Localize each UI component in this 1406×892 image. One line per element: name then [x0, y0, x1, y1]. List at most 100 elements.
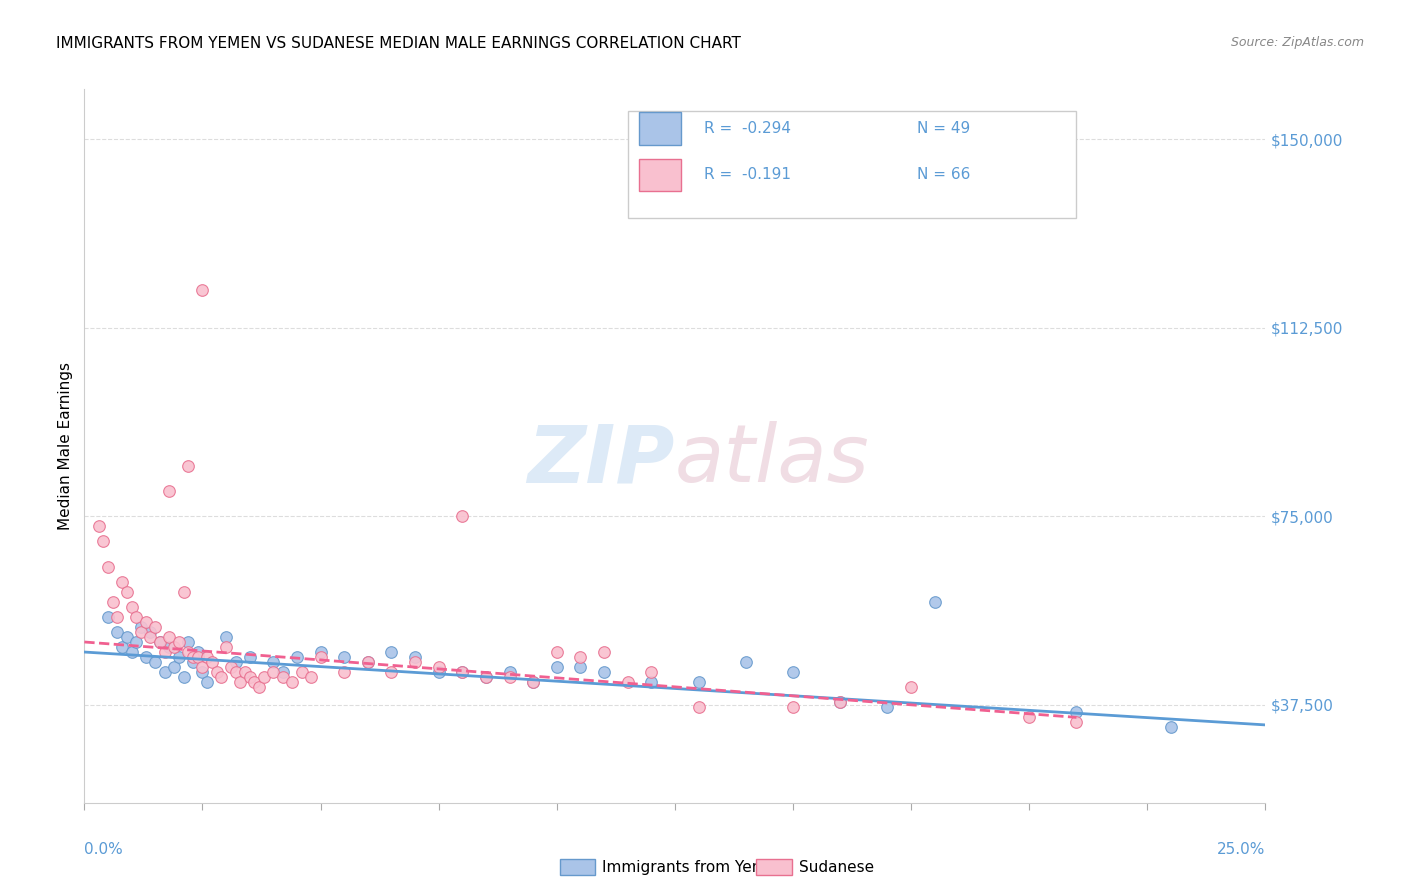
Bar [640, 112, 681, 145]
Point [830, 695, 852, 709]
Point [830, 695, 852, 709]
Point [209, 670, 232, 684]
Point [163, 640, 186, 654]
Point [173, 670, 195, 684]
Point [357, 655, 380, 669]
Point [380, 665, 402, 680]
Point [181, 655, 204, 669]
Point [101, 595, 124, 609]
Point [546, 660, 568, 674]
Point [333, 665, 356, 680]
Point [900, 680, 922, 694]
Point [239, 670, 262, 684]
Point [129, 620, 152, 634]
Point [107, 624, 129, 639]
Point [498, 665, 520, 680]
Point [247, 680, 270, 694]
Point [451, 665, 474, 680]
Point [187, 650, 209, 665]
Point [143, 655, 166, 669]
Point [153, 645, 176, 659]
Point [135, 615, 157, 629]
Point [640, 675, 662, 690]
Point [115, 584, 138, 599]
Point [427, 665, 450, 680]
Point [139, 630, 162, 644]
Text: R =  -0.191: R = -0.191 [704, 168, 792, 182]
Point [522, 675, 544, 690]
Point [262, 655, 284, 669]
Point [475, 670, 498, 684]
Point [177, 635, 200, 649]
Point [107, 610, 129, 624]
Text: atlas: atlas [675, 421, 870, 500]
Point [111, 574, 134, 589]
Point [201, 655, 224, 669]
Point [225, 655, 247, 669]
Point [157, 484, 180, 499]
Point [205, 665, 228, 680]
Point [404, 655, 426, 669]
Point [233, 665, 256, 680]
Point [135, 650, 157, 665]
Point [181, 650, 204, 665]
Point [149, 635, 172, 649]
Point [1018, 710, 1040, 724]
Point [97, 610, 120, 624]
Point [281, 675, 304, 690]
Text: 25.0%: 25.0% [1218, 842, 1265, 856]
Point [451, 509, 474, 524]
Point [569, 660, 592, 674]
Point [309, 645, 332, 659]
Point [139, 624, 162, 639]
Point [688, 675, 710, 690]
Point [253, 670, 276, 684]
Point [451, 665, 474, 680]
Point [1066, 706, 1088, 720]
Point [229, 675, 252, 690]
Point [91, 534, 114, 549]
Point [167, 650, 190, 665]
Point [380, 645, 402, 659]
Point [616, 675, 638, 690]
Point [239, 650, 262, 665]
Point [357, 655, 380, 669]
Point [173, 584, 195, 599]
Text: N = 49: N = 49 [917, 121, 970, 136]
Point [177, 459, 200, 474]
Point [243, 675, 266, 690]
Point [1160, 720, 1182, 734]
Point [782, 700, 804, 714]
Point [782, 665, 804, 680]
Point [111, 640, 134, 654]
Point [291, 665, 314, 680]
Text: N = 66: N = 66 [917, 168, 970, 182]
Point [167, 635, 190, 649]
Point [640, 665, 662, 680]
Point [149, 635, 172, 649]
Point [177, 645, 200, 659]
Point [498, 670, 520, 684]
Point [522, 675, 544, 690]
Point [734, 655, 756, 669]
Point [404, 650, 426, 665]
Point [475, 670, 498, 684]
Point [1066, 715, 1088, 730]
Text: ZIP: ZIP [527, 421, 675, 500]
Point [187, 645, 209, 659]
Point [115, 630, 138, 644]
Point [163, 660, 186, 674]
Text: Source: ZipAtlas.com: Source: ZipAtlas.com [1230, 36, 1364, 49]
Point [285, 650, 308, 665]
Point [125, 610, 148, 624]
Point [225, 665, 247, 680]
Point [271, 665, 294, 680]
Point [195, 675, 218, 690]
Point [219, 660, 242, 674]
Y-axis label: Median Male Earnings: Median Male Earnings [58, 362, 73, 530]
Point [215, 630, 238, 644]
Point [143, 620, 166, 634]
Point [191, 283, 214, 297]
Point [262, 665, 284, 680]
Text: IMMIGRANTS FROM YEMEN VS SUDANESE MEDIAN MALE EARNINGS CORRELATION CHART: IMMIGRANTS FROM YEMEN VS SUDANESE MEDIAN… [56, 36, 741, 51]
